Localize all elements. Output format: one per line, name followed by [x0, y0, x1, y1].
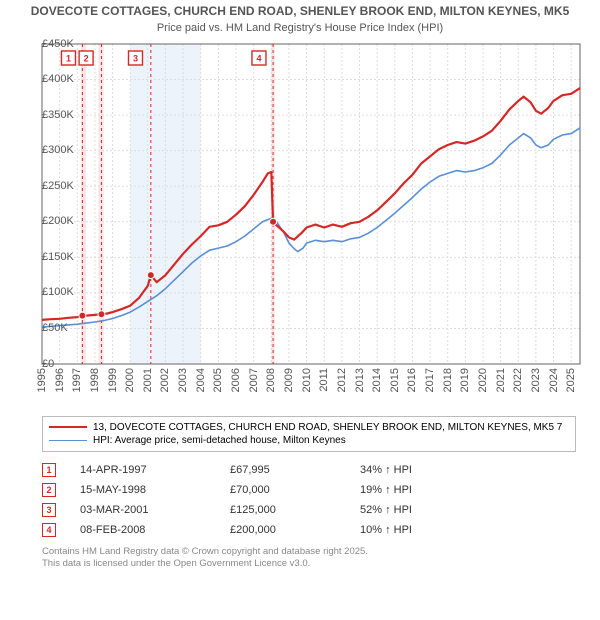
- x-tick-label: 2021: [495, 368, 507, 392]
- x-tick-label: 2012: [336, 368, 348, 392]
- sale-diff: 52% ↑ HPI: [360, 504, 576, 516]
- sale-marker: 4: [42, 523, 56, 537]
- x-tick-label: 2022: [512, 368, 524, 392]
- x-tick-label: 2024: [548, 368, 560, 392]
- chart-subtitle: Price paid vs. HM Land Registry's House …: [0, 22, 600, 40]
- x-tick-label: 2009: [283, 368, 295, 392]
- x-tick-label: 2008: [265, 368, 277, 392]
- sale-diff: 34% ↑ HPI: [360, 464, 576, 476]
- sales-table: 1 14-APR-1997£67,99534% ↑ HPI 2 15-MAY-1998…: [42, 460, 576, 540]
- sale-diff: 10% ↑ HPI: [360, 524, 576, 536]
- x-tick-label: 2013: [354, 368, 366, 392]
- x-tick-label: 2003: [177, 368, 189, 392]
- chart-plot-area: 1234 £0£50K£100K£150K£200K£250K£300K£350…: [0, 40, 600, 410]
- footer-line-2: This data is licensed under the Open Gov…: [42, 558, 576, 570]
- x-tick-label: 2019: [459, 368, 471, 392]
- legend-swatch: [49, 426, 87, 428]
- x-tick-label: 2002: [159, 368, 171, 392]
- x-tick-label: 2007: [248, 368, 260, 392]
- legend-item: HPI: Average price, semi-detached house,…: [49, 434, 569, 447]
- x-tick-label: 1999: [107, 368, 119, 392]
- footer-attribution: Contains HM Land Registry data © Crown c…: [42, 546, 576, 571]
- svg-text:1: 1: [66, 53, 71, 63]
- svg-text:4: 4: [256, 53, 261, 63]
- x-tick-label: 1995: [36, 368, 48, 392]
- sale-row: 2 15-MAY-1998£70,00019% ↑ HPI: [42, 480, 576, 500]
- sale-date: 08-FEB-2008: [80, 524, 230, 536]
- x-tick-label: 1998: [89, 368, 101, 392]
- sale-price: £200,000: [230, 524, 360, 536]
- x-tick-label: 2005: [212, 368, 224, 392]
- sale-marker: 2: [42, 483, 56, 497]
- x-tick-label: 2014: [371, 368, 383, 392]
- sale-diff: 19% ↑ HPI: [360, 484, 576, 496]
- sale-row: 4 08-FEB-2008£200,00010% ↑ HPI: [42, 520, 576, 540]
- x-tick-label: 2025: [565, 368, 577, 392]
- svg-text:3: 3: [133, 53, 138, 63]
- sale-marker: 3: [42, 503, 56, 517]
- legend-swatch: [49, 440, 87, 441]
- x-tick-label: 2015: [389, 368, 401, 392]
- sale-row: 3 03-MAR-2001£125,00052% ↑ HPI: [42, 500, 576, 520]
- legend-label: HPI: Average price, semi-detached house,…: [93, 435, 346, 446]
- chart-title: DOVECOTE COTTAGES, CHURCH END ROAD, SHEN…: [0, 0, 600, 22]
- sale-date: 03-MAR-2001: [80, 504, 230, 516]
- sale-row: 1 14-APR-1997£67,99534% ↑ HPI: [42, 460, 576, 480]
- x-tick-label: 2000: [124, 368, 136, 392]
- sale-marker: 1: [42, 463, 56, 477]
- sale-price: £125,000: [230, 504, 360, 516]
- x-tick-label: 2010: [301, 368, 313, 392]
- sale-price: £70,000: [230, 484, 360, 496]
- chart-svg: 1 2 3 4: [0, 40, 600, 410]
- x-tick-label: 2006: [230, 368, 242, 392]
- svg-text:2: 2: [84, 53, 89, 63]
- x-tick-label: 2018: [442, 368, 454, 392]
- chart-container: DOVECOTE COTTAGES, CHURCH END ROAD, SHEN…: [0, 0, 600, 570]
- x-tick-label: 1996: [54, 368, 66, 392]
- sale-date: 15-MAY-1998: [80, 484, 230, 496]
- sale-date: 14-APR-1997: [80, 464, 230, 476]
- x-tick-label: 2017: [424, 368, 436, 392]
- legend-item: 13, DOVECOTE COTTAGES, CHURCH END ROAD, …: [49, 421, 569, 434]
- x-tick-label: 2001: [142, 368, 154, 392]
- legend-label: 13, DOVECOTE COTTAGES, CHURCH END ROAD, …: [93, 422, 562, 433]
- legend: 13, DOVECOTE COTTAGES, CHURCH END ROAD, …: [42, 416, 576, 452]
- x-tick-label: 1997: [71, 368, 83, 392]
- x-tick-label: 2016: [406, 368, 418, 392]
- x-tick-label: 2011: [318, 368, 330, 392]
- sale-price: £67,995: [230, 464, 360, 476]
- x-tick-label: 2020: [477, 368, 489, 392]
- x-tick-label: 2004: [195, 368, 207, 392]
- x-tick-label: 2023: [530, 368, 542, 392]
- footer-line-1: Contains HM Land Registry data © Crown c…: [42, 546, 576, 558]
